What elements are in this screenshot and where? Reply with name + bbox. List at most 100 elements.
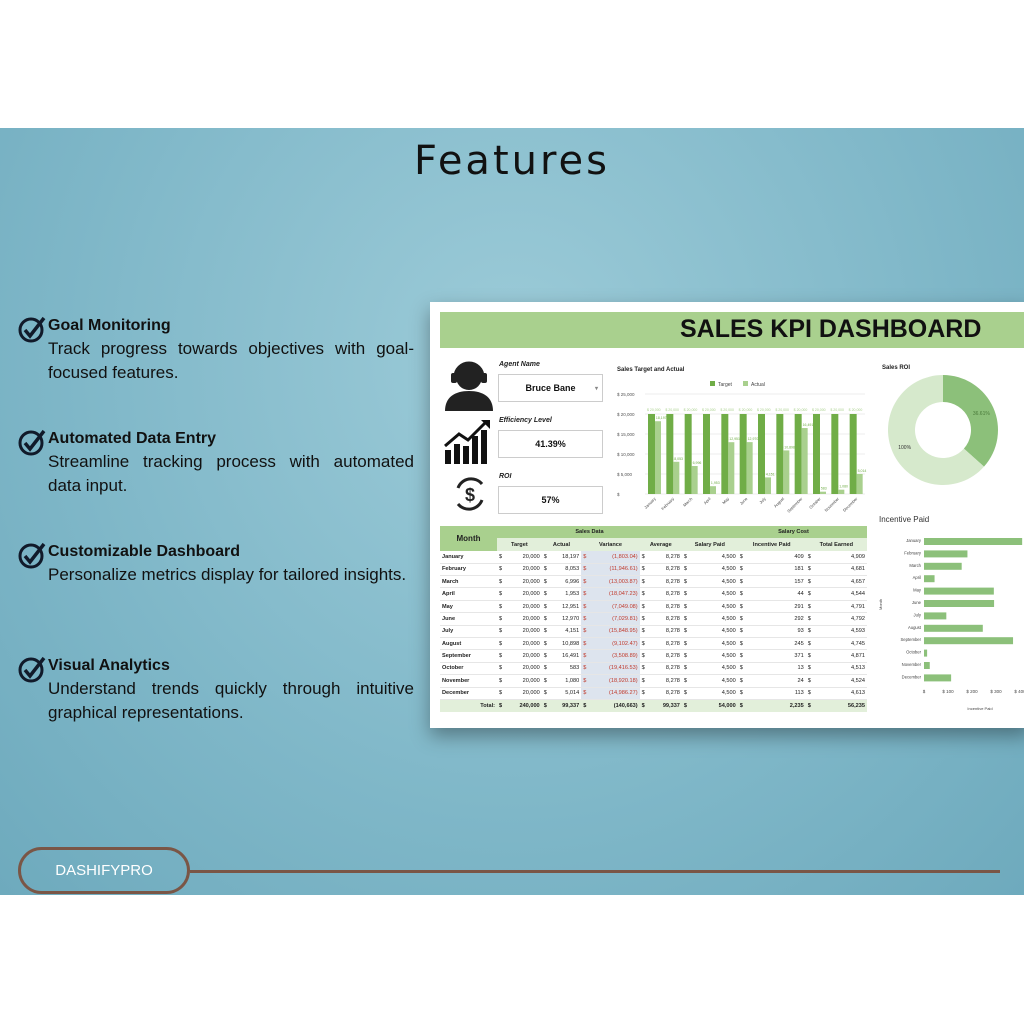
bar-incentive	[924, 612, 947, 620]
table-row: August $20,000 $10,898 $ (9,102.47) $8,278 $4,…	[440, 637, 867, 650]
currency-symbol: $	[641, 566, 645, 573]
currency-symbol: $	[807, 566, 811, 573]
currency-symbol: $	[583, 690, 587, 697]
efficiency-value: 41.39%	[498, 430, 603, 458]
currency-symbol: $	[739, 653, 743, 660]
total-label: Total:	[480, 702, 495, 709]
bar-incentive	[924, 624, 983, 632]
bar-incentive	[924, 562, 962, 570]
agent-select[interactable]: Bruce Bane ▾	[498, 374, 603, 402]
incentive-paid-chart: January February March April May June July Augu…	[878, 538, 1024, 711]
bar-target	[758, 414, 765, 494]
bar-actual	[765, 477, 771, 494]
table-cell: $13	[739, 665, 804, 672]
currency-symbol: $	[641, 690, 645, 697]
x-tick-label: April	[703, 496, 712, 505]
table-cell: $583	[543, 665, 580, 672]
table-cell: $4,792	[807, 615, 865, 622]
currency-symbol: $	[807, 578, 811, 585]
x-tick-label: June	[739, 496, 749, 506]
check-circle-icon	[18, 429, 46, 456]
legend-swatch-actual	[743, 381, 748, 386]
y-tick-label: March	[909, 563, 921, 568]
bar-target	[703, 414, 710, 494]
bar-target	[813, 414, 820, 494]
table-cell: $54,000	[683, 702, 736, 709]
month-cell: October	[442, 665, 464, 672]
currency-symbol: $	[683, 603, 688, 610]
table-row: April $20,000 $1,953 $ (18,047.23) $8,278 $4,5…	[440, 587, 867, 601]
table-cell: $ (7,049.08)	[581, 600, 640, 613]
currency-symbol: $	[583, 553, 587, 560]
sales-roi-title: Sales ROI	[882, 365, 911, 371]
x-tick-label: $ 300	[990, 689, 1002, 694]
table-row: March $20,000 $6,996 $ (13,003.87) $8,278 $4,5…	[440, 575, 867, 588]
data-label-target: $ 20,000	[757, 408, 771, 412]
table-cell: $ (9,102.47)	[581, 637, 640, 650]
feature-title: Customizable Dashboard	[48, 543, 241, 560]
month-cell: June	[442, 615, 456, 622]
table-cell: $20,000	[499, 578, 540, 585]
data-label-target: $ 20,000	[720, 408, 734, 412]
x-tick-label: March	[682, 496, 693, 507]
y-tick-label: June	[912, 600, 922, 605]
sales-roi-donut: 36.61% 100%	[888, 375, 998, 485]
currency-symbol: $	[583, 615, 587, 622]
table-cell: $4,593	[807, 628, 865, 635]
column-header: Incentive Paid	[752, 541, 791, 548]
table-cell: $4,500	[683, 690, 736, 697]
currency-symbol: $	[641, 702, 645, 709]
data-label-actual: $ 6,996	[690, 461, 702, 465]
y-tick-label: February	[904, 550, 922, 555]
agent-value: Bruce Bane	[525, 383, 576, 393]
table-cell: $20,000	[499, 615, 540, 622]
table-cell: $4,500	[683, 615, 736, 622]
currency-symbol: $	[683, 591, 688, 598]
table-cell: $8,278	[641, 628, 680, 635]
table-cell: $4,500	[683, 628, 736, 635]
y-tick-label: November	[902, 662, 922, 667]
sales-target-actual-chart: Target Actual $ 25,000 $ 20,000 $ 15,000 $ 10…	[617, 381, 866, 514]
donut-label: 36.61%	[973, 411, 991, 417]
currency-symbol: $	[739, 578, 743, 585]
currency-symbol: $	[499, 566, 503, 573]
currency-symbol: $	[499, 690, 503, 697]
currency-symbol: $	[543, 665, 547, 672]
y-tick-label: August	[908, 625, 922, 630]
data-label-target: $ 20,000	[684, 408, 698, 412]
x-tick-label: January	[643, 496, 657, 510]
currency-symbol: $	[543, 677, 547, 684]
currency-symbol: $	[583, 653, 587, 660]
table-row: July $20,000 $4,151 $ (15,848.95) $8,278 $4,50…	[440, 625, 867, 638]
currency-symbol: $	[739, 677, 743, 684]
x-tick-label: February	[660, 496, 675, 511]
bar-actual	[820, 491, 826, 494]
currency-symbol: $	[641, 665, 645, 672]
table-cell: $4,500	[683, 665, 736, 672]
x-tick-label: $ 200	[966, 689, 978, 694]
y-tick-label: $ 15,000	[617, 432, 635, 437]
currency-symbol: $	[807, 702, 811, 709]
currency-symbol: $	[683, 615, 688, 622]
data-label-actual: $ 16,491	[800, 423, 814, 427]
currency-symbol: $	[583, 677, 587, 684]
currency-symbol: $	[641, 628, 645, 635]
svg-text:$: $	[465, 485, 475, 505]
table-cell: $20,000	[499, 665, 540, 672]
column-header: Total Earned	[819, 541, 854, 548]
currency-symbol: $	[739, 553, 743, 560]
data-label-actual: $ 1,080	[836, 485, 848, 489]
growth-chart-icon	[444, 420, 490, 464]
incentive-chart-title: Incentive Paid	[879, 515, 930, 524]
table-cell: $4,681	[807, 566, 865, 573]
currency-symbol: $	[583, 603, 587, 610]
legend-label-target: Target	[718, 382, 733, 388]
data-label-actual: $ 18,197	[653, 416, 667, 420]
table-row: June $20,000 $12,970 $ (7,029.81) $8,278 $4,50…	[440, 612, 867, 626]
table-cell: $20,000	[499, 591, 540, 598]
table-cell: $113	[739, 690, 804, 697]
currency-symbol: $	[583, 591, 587, 598]
bar-incentive	[924, 662, 930, 669]
bar-incentive	[924, 637, 1014, 645]
feature-title: Goal Monitoring	[48, 317, 171, 334]
